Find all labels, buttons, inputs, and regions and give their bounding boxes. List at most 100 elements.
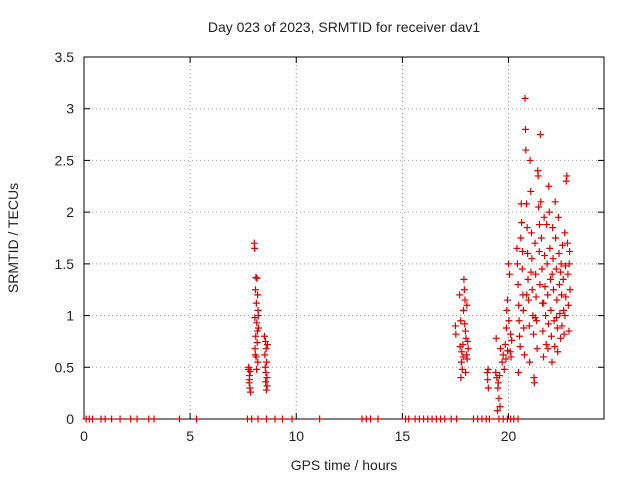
y-tick-label: 3.5 (55, 49, 75, 65)
data-point (485, 415, 493, 423)
y-tick-label: 0 (66, 411, 74, 427)
data-point (515, 301, 523, 309)
data-point (563, 239, 571, 247)
data-point (464, 337, 472, 345)
data-point (457, 317, 465, 325)
y-tick-label: 3 (66, 101, 74, 117)
data-point (540, 213, 548, 221)
data-point (246, 367, 254, 375)
data-point (566, 286, 574, 294)
data-point (251, 351, 259, 359)
data-point (539, 327, 547, 335)
data-point (553, 324, 561, 332)
data-point (108, 415, 116, 423)
data-point (374, 415, 382, 423)
data-point (496, 403, 504, 411)
data-point (263, 382, 271, 390)
data-point (533, 345, 541, 353)
data-point (522, 146, 530, 154)
data-point (562, 293, 570, 301)
data-point (502, 324, 510, 332)
data-point (519, 306, 527, 314)
data-point (530, 330, 538, 338)
data-point (521, 94, 529, 102)
data-point (530, 379, 538, 387)
data-point (540, 299, 548, 307)
data-point (498, 358, 506, 366)
data-point (553, 296, 561, 304)
data-point (245, 363, 253, 371)
data-point (262, 378, 270, 386)
data-point (544, 320, 552, 328)
data-point (547, 332, 555, 340)
data-point (521, 125, 529, 133)
data-point (556, 310, 564, 318)
data-point (552, 234, 560, 242)
data-points (82, 94, 574, 423)
data-point (253, 338, 261, 346)
data-point (261, 351, 269, 359)
data-point (251, 286, 259, 294)
data-point (542, 312, 550, 320)
data-point (540, 353, 548, 361)
data-point (88, 415, 96, 423)
data-point (518, 218, 526, 226)
chart-title: Day 023 of 2023, SRMTID for receiver dav… (208, 19, 481, 35)
data-point (493, 407, 501, 415)
y-tick-label: 1 (66, 308, 74, 324)
data-point (507, 330, 515, 338)
data-point (464, 345, 472, 353)
data-point (532, 270, 540, 278)
data-point (565, 327, 573, 335)
y-tick-label: 2 (66, 204, 74, 220)
data-point (517, 234, 525, 242)
data-point (513, 244, 521, 252)
data-point (253, 327, 261, 335)
data-point (462, 334, 470, 342)
data-point (532, 293, 540, 301)
data-point (251, 345, 259, 353)
data-point (252, 273, 260, 281)
data-point (452, 415, 460, 423)
data-point (492, 334, 500, 342)
data-point (563, 172, 571, 180)
data-point (484, 365, 492, 373)
data-point (566, 247, 574, 255)
data-point (534, 172, 542, 180)
data-point (554, 348, 562, 356)
data-point (253, 274, 261, 282)
data-point (507, 353, 515, 361)
data-point (451, 322, 459, 330)
data-point (516, 332, 524, 340)
data-point (176, 415, 184, 423)
data-point (527, 229, 535, 237)
data-point (271, 415, 279, 423)
data-point (528, 255, 536, 263)
data-point (524, 250, 532, 258)
data-point (520, 324, 528, 332)
data-point (544, 345, 552, 353)
data-point (254, 415, 262, 423)
data-point (254, 324, 262, 332)
data-point (558, 322, 566, 330)
data-point (551, 343, 559, 351)
data-point (263, 374, 271, 382)
data-point (504, 260, 512, 268)
y-tick-label: 1.5 (55, 256, 75, 272)
data-point (504, 347, 512, 355)
data-point (557, 260, 565, 268)
data-point (564, 270, 572, 278)
data-point (561, 312, 569, 320)
data-point (514, 281, 522, 289)
data-point (535, 247, 543, 255)
axis-ticks: 0 5 10 15 20 0 0.5 1 1.5 2 2.5 3 3.5 (55, 49, 604, 444)
data-point (262, 386, 270, 394)
data-point (496, 345, 504, 353)
data-point (248, 415, 256, 423)
data-point (457, 374, 465, 382)
data-point (316, 415, 324, 423)
data-point (263, 358, 271, 366)
data-point (543, 221, 551, 229)
data-point (565, 260, 573, 268)
data-point (537, 198, 545, 206)
